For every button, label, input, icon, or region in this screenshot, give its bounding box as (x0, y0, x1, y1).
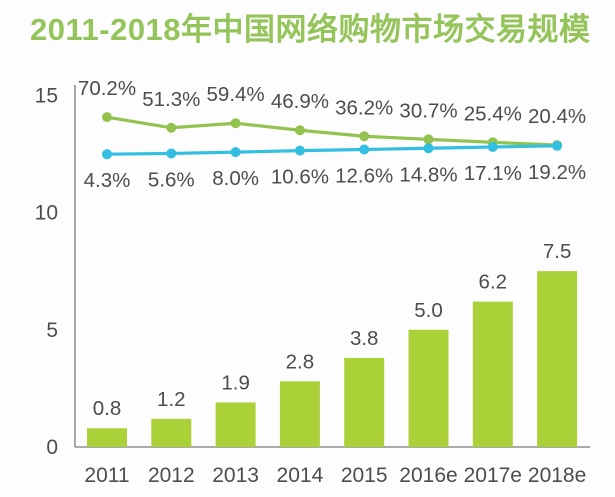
x-tick-label: 2013 (212, 464, 259, 487)
bar-series-bar (472, 301, 513, 447)
x-tick-label: 2018e (528, 464, 586, 487)
blue-line-series-point (552, 140, 563, 151)
y-tick-label: 10 (35, 202, 58, 225)
green-line-series-label: 70.2% (78, 77, 136, 100)
green-line-series-point (359, 131, 370, 142)
y-tick-label: 0 (46, 436, 58, 459)
blue-line-series-label: 12.6% (335, 165, 393, 188)
x-tick-label: 2014 (277, 464, 324, 487)
green-line-series-label: 20.4% (528, 105, 586, 128)
bar-series-bar (344, 357, 385, 447)
bar-series-bar (408, 329, 449, 447)
bar-series-bar (537, 271, 578, 447)
green-line-series-point (166, 122, 177, 133)
bar-series-value-label: 2.8 (286, 350, 315, 373)
green-line-series-label: 59.4% (207, 83, 265, 106)
green-line-series-label: 51.3% (142, 88, 200, 111)
green-line-series-label: 46.9% (271, 90, 329, 113)
blue-line-series-point (487, 141, 498, 152)
green-line-series-point (423, 134, 434, 145)
bar-series-value-label: 3.8 (350, 327, 379, 350)
blue-line-series-label: 5.6% (148, 168, 195, 191)
blue-line-series-point (102, 149, 112, 160)
blue-line-series-label: 17.1% (464, 162, 522, 185)
blue-line-series-point (423, 143, 434, 154)
green-line-series-label: 25.4% (464, 102, 522, 125)
blue-line-series-label: 10.6% (271, 166, 329, 189)
blue-line-series-label: 19.2% (528, 161, 586, 184)
bar-series-value-label: 5.0 (414, 299, 443, 322)
chart-title: 2011-2018年中国网络购物市场交易规模 (30, 12, 591, 47)
x-tick-label: 2011 (84, 464, 129, 487)
blue-line-series-point (230, 147, 241, 158)
bar-series-value-label: 1.2 (157, 388, 186, 411)
bar-series-value-label: 6.2 (479, 271, 508, 294)
blue-line-series-label: 4.3% (84, 169, 131, 192)
green-line-series-point (294, 125, 305, 136)
x-tick-label: 2017e (464, 464, 522, 487)
y-tick-label: 5 (46, 319, 58, 342)
blue-line-series-point (166, 148, 177, 159)
blue-line-series-point (359, 144, 370, 155)
bar-series-bar (215, 402, 256, 447)
bar-series-value-label: 7.5 (543, 240, 572, 263)
green-line-series-line (105, 115, 559, 147)
blue-line-series-line (105, 144, 559, 156)
green-line-series-label: 36.2% (335, 96, 393, 119)
x-tick-label: 2012 (148, 464, 195, 487)
bar-series-bar (279, 381, 320, 447)
bar-series-bar (151, 418, 192, 447)
bar-series-bar (87, 428, 127, 447)
bar-series-value-label: 0.8 (93, 397, 122, 420)
green-line-series-label: 30.7% (399, 99, 457, 122)
green-line-series-point (230, 118, 241, 129)
blue-line-series-point (294, 145, 305, 156)
x-tick-label: 2015 (341, 464, 388, 487)
x-tick-label: 2016e (399, 464, 457, 487)
green-line-series-point (102, 112, 112, 123)
blue-line-series-label: 14.8% (399, 163, 457, 186)
blue-line-series-label: 8.0% (212, 167, 259, 190)
bar-series-value-label: 1.9 (221, 371, 250, 394)
y-tick-label: 15 (35, 84, 58, 107)
